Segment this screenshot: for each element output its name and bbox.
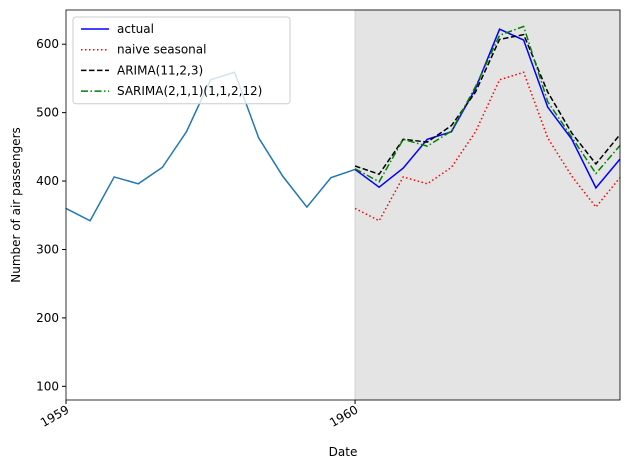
x-axis-label: Date [329,445,358,459]
y-tick-label: 600 [36,37,59,51]
series-line [354,25,621,183]
x-tick-label: 1959 [38,402,71,429]
legend-box [72,16,291,105]
x-tick-label: 1960 [327,402,360,429]
legend-label: actual [117,22,154,36]
y-tick-label: 200 [36,311,59,325]
y-tick-label: 500 [36,106,59,120]
y-tick-label: 300 [36,242,59,256]
plot-frame [65,9,621,401]
y-tick-label: 100 [36,379,59,393]
y-axis-label: Number of air passengers [9,127,23,282]
legend-label: naive seasonal [117,43,206,57]
shaded-region [354,9,621,401]
series-line [354,71,621,222]
series-line [354,28,621,190]
legend-label: ARIMA(11,2,3) [117,63,203,77]
legend-label: SARIMA(2,1,1)(1,1,2,12) [117,84,262,98]
y-tick-label: 400 [36,174,59,188]
